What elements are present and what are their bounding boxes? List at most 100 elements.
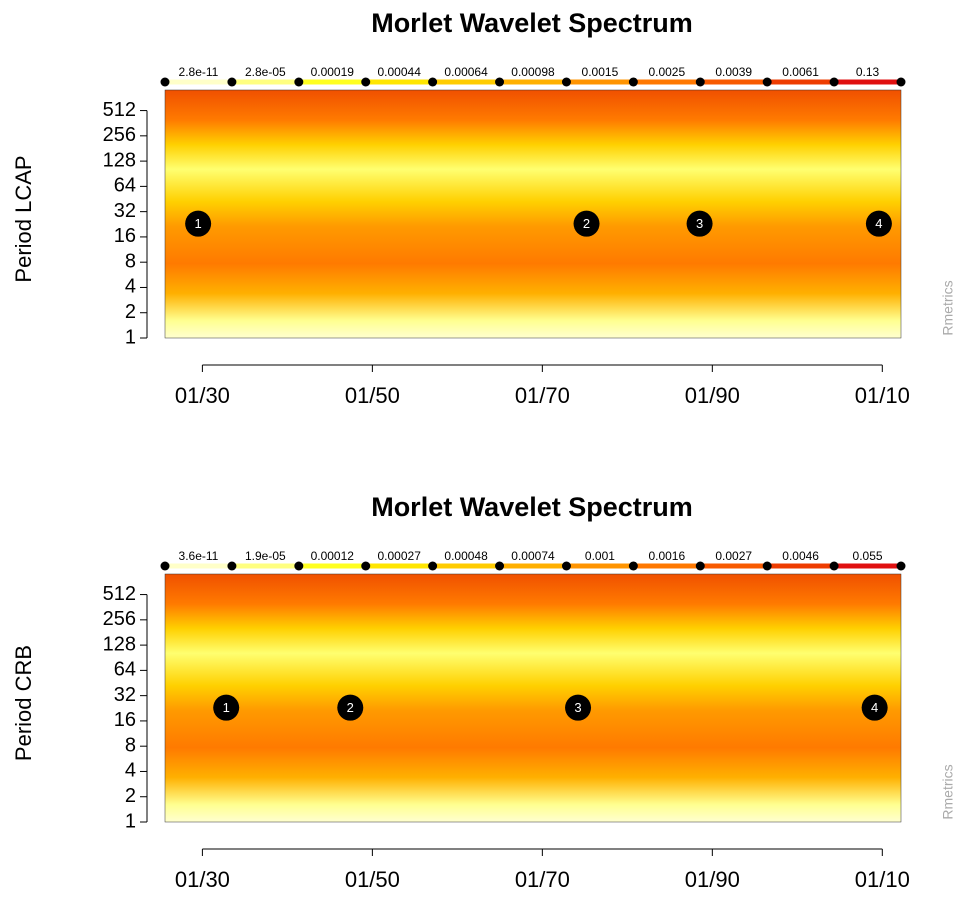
legend-label: 0.00012 xyxy=(311,549,355,563)
x-tick-label: 01/10 xyxy=(855,867,910,892)
annotation-label: 2 xyxy=(347,700,354,715)
legend-dot xyxy=(361,561,371,571)
legend-label: 0.00098 xyxy=(511,65,555,79)
chart-title: Morlet Wavelet Spectrum xyxy=(371,8,693,38)
legend-dot xyxy=(762,77,772,87)
annotation-marker xyxy=(337,694,364,721)
x-tick-label: 01/30 xyxy=(175,867,230,892)
legend-dot xyxy=(829,561,839,571)
y-tick-label: 2 xyxy=(125,301,136,323)
annotation-marker xyxy=(865,210,892,237)
plot-frame xyxy=(164,573,902,823)
y-tick-label: 64 xyxy=(114,175,136,197)
legend-dot xyxy=(896,561,906,571)
y-tick-label: 32 xyxy=(114,200,136,222)
legend-dot xyxy=(160,561,170,571)
annotation-label: 4 xyxy=(875,216,882,231)
legend-label: 0.001 xyxy=(585,549,615,563)
y-tick-label: 256 xyxy=(103,608,136,630)
legend-dot xyxy=(294,77,304,87)
annotation-marker xyxy=(861,694,888,721)
y-tick-label: 1 xyxy=(125,810,136,832)
legend-dot xyxy=(160,77,170,87)
x-tick-label: 01/10 xyxy=(855,383,910,408)
x-tick-label: 01/50 xyxy=(345,383,400,408)
y-tick-label: 128 xyxy=(103,149,136,171)
legend-label: 3.6e-11 xyxy=(179,549,219,563)
y-tick-label: 8 xyxy=(125,250,136,272)
legend-dot xyxy=(762,561,772,571)
x-tick-label: 01/50 xyxy=(345,867,400,892)
legend-label: 0.0025 xyxy=(648,65,685,79)
x-tick-label: 01/70 xyxy=(515,383,570,408)
annotation-label: 1 xyxy=(223,700,230,715)
legend-dot xyxy=(561,77,571,87)
legend-dot xyxy=(294,561,304,571)
legend-label: 0.00044 xyxy=(377,65,421,79)
source-label: Rmetrics xyxy=(940,280,956,335)
y-tick-label: 2 xyxy=(125,785,136,807)
legend-label: 0.0046 xyxy=(782,549,819,563)
legend-dot xyxy=(227,77,237,87)
y-axis-label: Period CRB xyxy=(11,645,36,761)
spectrum xyxy=(165,574,901,822)
y-tick-label: 4 xyxy=(125,760,136,782)
x-tick-label: 01/90 xyxy=(685,867,740,892)
annotation-marker xyxy=(213,694,240,721)
y-tick-label: 128 xyxy=(103,633,136,655)
chart-title: Morlet Wavelet Spectrum xyxy=(371,492,693,522)
y-tick-label: 8 xyxy=(125,734,136,756)
legend-label: 0.00027 xyxy=(377,549,421,563)
legend-label: 0.0039 xyxy=(715,65,752,79)
legend-dot xyxy=(896,77,906,87)
legend-dot xyxy=(495,561,505,571)
legend-label: 0.00048 xyxy=(444,549,488,563)
annotation-label: 3 xyxy=(696,216,703,231)
legend-dot xyxy=(561,561,571,571)
x-tick-label: 01/70 xyxy=(515,867,570,892)
annotation-marker xyxy=(565,694,592,721)
legend-dot xyxy=(628,561,638,571)
legend-dot xyxy=(227,561,237,571)
legend-dot xyxy=(428,77,438,87)
legend-dot xyxy=(695,77,705,87)
y-axis-label: Period LCAP xyxy=(11,155,36,282)
legend-label: 0.0015 xyxy=(582,65,619,79)
x-tick-label: 01/90 xyxy=(685,383,740,408)
legend-label: 2.8e-05 xyxy=(245,65,286,79)
legend-label: 0.00074 xyxy=(511,549,555,563)
spectrum xyxy=(165,90,901,338)
annotation-label: 4 xyxy=(871,700,878,715)
annotation-label: 1 xyxy=(195,216,202,231)
legend-label: 2.8e-11 xyxy=(179,65,219,79)
plot-frame xyxy=(164,89,902,339)
legend-label: 0.00064 xyxy=(444,65,488,79)
legend-label: 0.00019 xyxy=(311,65,355,79)
legend-label: 0.0061 xyxy=(782,65,819,79)
y-tick-label: 32 xyxy=(114,684,136,706)
legend-dot xyxy=(361,77,371,87)
legend-label: 0.13 xyxy=(856,65,880,79)
legend-dot xyxy=(695,561,705,571)
x-tick-label: 01/30 xyxy=(175,383,230,408)
legend-dot xyxy=(628,77,638,87)
y-tick-label: 512 xyxy=(103,583,136,605)
y-tick-label: 512 xyxy=(103,99,136,121)
legend-label: 0.055 xyxy=(853,549,883,563)
annotation-label: 3 xyxy=(574,700,581,715)
y-tick-label: 16 xyxy=(114,225,136,247)
annotation-marker xyxy=(185,210,212,237)
y-tick-label: 16 xyxy=(114,709,136,731)
legend-dot xyxy=(428,561,438,571)
y-tick-label: 256 xyxy=(103,124,136,146)
legend-dot xyxy=(829,77,839,87)
y-tick-label: 1 xyxy=(125,326,136,348)
annotation-marker xyxy=(686,210,713,237)
source-label: Rmetrics xyxy=(940,764,956,819)
y-tick-label: 64 xyxy=(114,659,136,681)
legend-label: 0.0027 xyxy=(715,549,752,563)
annotation-marker xyxy=(573,210,600,237)
legend-dot xyxy=(495,77,505,87)
annotation-label: 2 xyxy=(583,216,590,231)
